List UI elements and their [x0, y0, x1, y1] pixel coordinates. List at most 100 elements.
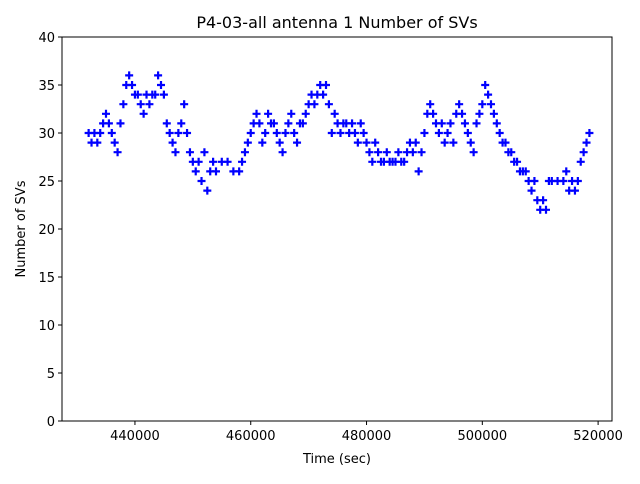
marker — [443, 129, 452, 137]
marker — [209, 157, 218, 166]
marker — [507, 148, 516, 157]
y-tick-label: 40 — [38, 31, 55, 46]
marker — [527, 186, 536, 195]
marker — [139, 109, 148, 118]
marker — [301, 109, 310, 118]
marker — [353, 138, 362, 147]
x-tick-label: 440000 — [110, 429, 160, 444]
marker — [458, 109, 467, 118]
marker — [336, 129, 345, 137]
y-axis-label: Number of SVs — [14, 180, 29, 277]
marker — [107, 129, 116, 137]
marker — [437, 119, 446, 128]
marker — [102, 109, 110, 118]
marker — [272, 129, 281, 137]
marker — [362, 138, 371, 147]
marker — [287, 109, 296, 118]
marker — [174, 129, 183, 137]
marker — [513, 157, 522, 166]
marker — [125, 71, 134, 80]
x-tick-label: 480000 — [342, 429, 392, 444]
marker — [501, 138, 510, 147]
marker — [246, 129, 255, 137]
y-tick-label: 20 — [38, 223, 55, 238]
marker — [495, 129, 504, 137]
marker — [463, 129, 472, 137]
marker — [133, 90, 142, 99]
marker — [365, 148, 374, 157]
marker — [521, 167, 530, 176]
marker — [183, 129, 192, 137]
marker — [559, 177, 568, 185]
y-tick-label: 25 — [38, 175, 55, 190]
marker — [96, 129, 105, 137]
marker — [429, 109, 438, 118]
marker — [116, 119, 125, 128]
marker — [570, 186, 579, 195]
marker — [171, 148, 180, 157]
marker — [157, 81, 165, 89]
marker — [573, 177, 582, 185]
marker — [440, 138, 449, 147]
marker — [154, 71, 163, 80]
marker — [472, 119, 481, 128]
marker — [93, 138, 102, 147]
marker — [238, 157, 247, 166]
marker — [159, 90, 168, 99]
marker — [298, 119, 307, 128]
marker — [191, 167, 200, 176]
marker — [264, 109, 273, 118]
marker — [310, 100, 319, 109]
marker — [180, 100, 189, 109]
marker — [394, 148, 403, 157]
marker — [113, 148, 122, 157]
marker — [475, 109, 484, 118]
marker — [469, 148, 478, 157]
marker — [426, 100, 435, 109]
marker — [408, 148, 417, 157]
marker — [243, 138, 252, 147]
marker — [177, 119, 186, 128]
marker — [492, 119, 501, 128]
marker — [197, 177, 206, 185]
marker — [484, 90, 493, 99]
marker — [434, 129, 443, 137]
marker — [203, 186, 212, 195]
marker — [200, 148, 209, 157]
marker — [165, 129, 174, 137]
marker — [185, 148, 194, 157]
marker — [562, 167, 571, 176]
y-tick-label: 30 — [38, 127, 55, 142]
y-tick-label: 5 — [47, 367, 55, 382]
marker — [582, 138, 591, 147]
marker — [290, 129, 299, 137]
x-tick-label: 500000 — [457, 429, 507, 444]
marker — [576, 157, 585, 166]
marker — [119, 100, 128, 109]
marker — [252, 109, 261, 118]
marker — [136, 100, 145, 109]
marker — [382, 148, 391, 157]
y-tick-label: 35 — [38, 79, 55, 94]
marker — [269, 119, 278, 128]
marker — [420, 129, 429, 137]
marker — [530, 177, 539, 185]
marker — [110, 138, 119, 147]
marker — [223, 157, 232, 166]
marker — [371, 138, 380, 147]
marker — [449, 138, 458, 147]
marker — [579, 148, 588, 157]
y-tick-label: 15 — [38, 271, 55, 286]
marker — [400, 157, 409, 166]
marker — [446, 119, 455, 128]
marker — [284, 119, 293, 128]
marker — [194, 157, 203, 166]
marker — [327, 129, 336, 137]
marker — [212, 167, 220, 176]
x-axis-label: Time (sec) — [302, 452, 371, 467]
marker — [542, 205, 550, 214]
marker — [481, 81, 490, 89]
marker — [145, 100, 154, 109]
marker — [319, 90, 328, 99]
